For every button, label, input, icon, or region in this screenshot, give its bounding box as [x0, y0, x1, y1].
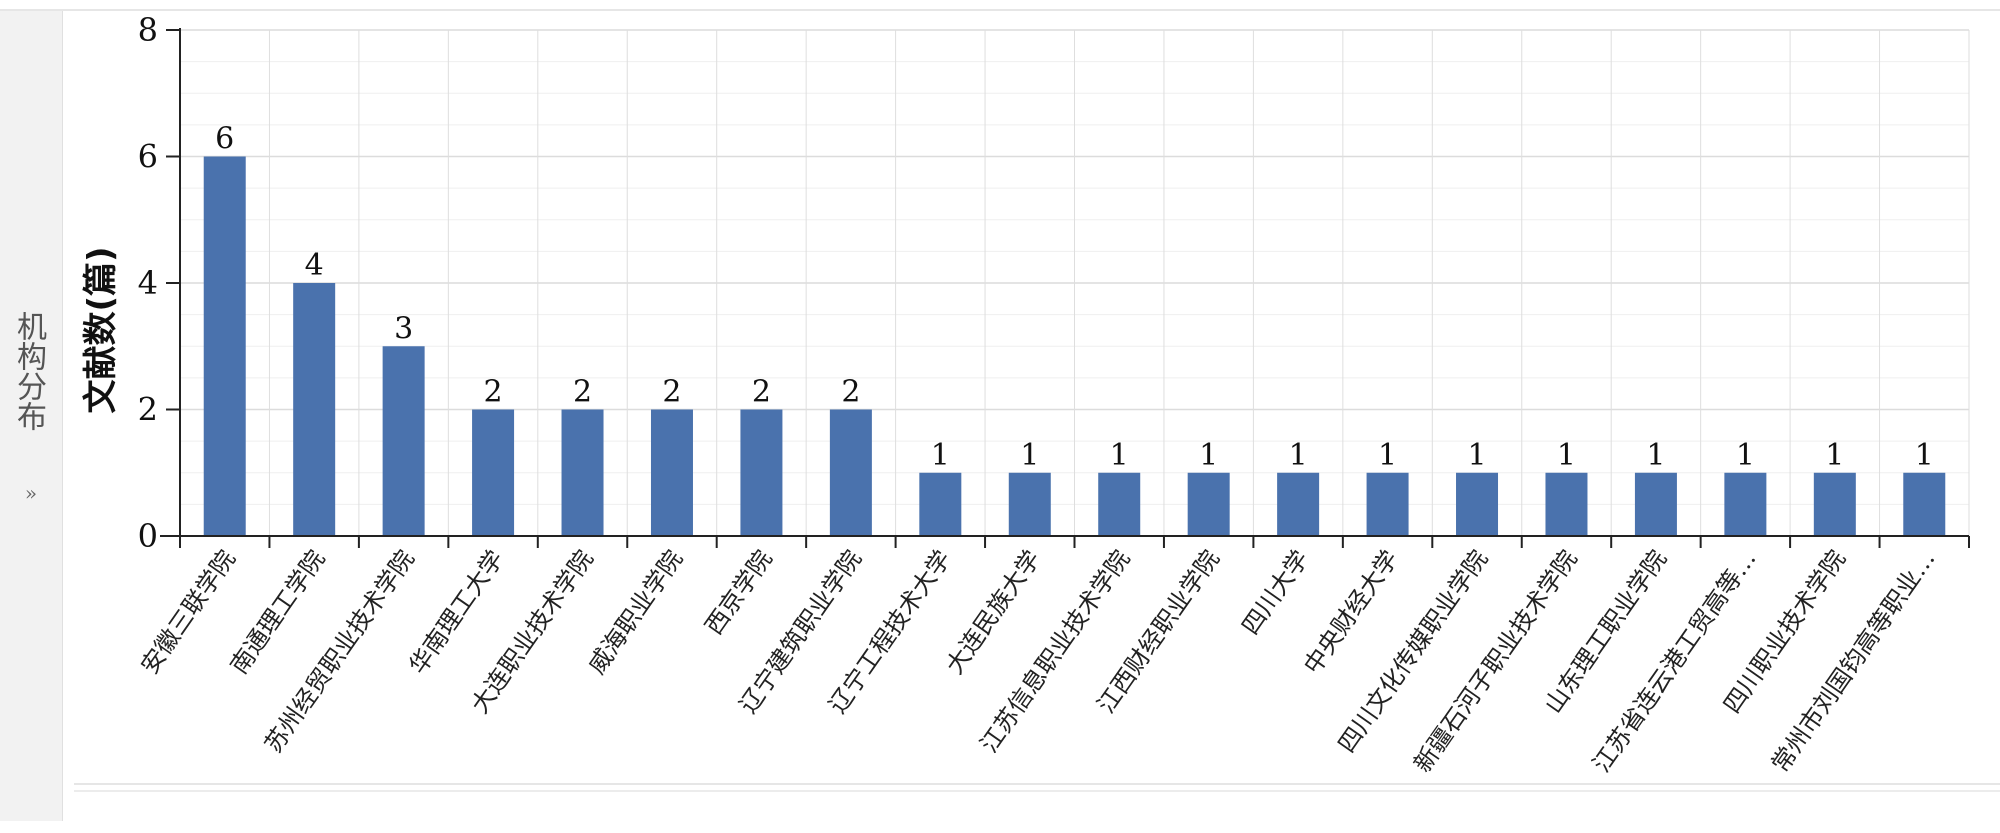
bar: [1456, 472, 1499, 536]
bar: [472, 409, 515, 536]
y-tick-label: 2: [138, 391, 158, 429]
x-tick-label: 新疆石河子职业技术学院: [1408, 545, 1582, 777]
x-tick-label: 常州市刘国钧高等职业…: [1766, 545, 1940, 777]
data-label: 1: [1289, 438, 1308, 473]
data-label: 2: [484, 375, 503, 410]
panel-title: 机构分布: [11, 311, 46, 431]
bottom-divider: [74, 783, 2000, 785]
x-tick-label: 威海职业学院: [583, 545, 689, 679]
bar: [919, 472, 962, 536]
data-label: 1: [1467, 438, 1486, 473]
data-label: 1: [1110, 438, 1129, 473]
data-label: 2: [573, 375, 592, 410]
grid: [180, 29, 1970, 536]
bar: [293, 283, 336, 536]
data-label: 1: [1199, 438, 1218, 473]
bars: 6 4 3 2 2 2 2 2 1 1 1 1 1 1 1 1 1 1 1 1: [203, 122, 1946, 536]
data-label: 1: [1825, 438, 1844, 473]
side-panel-toggle[interactable]: 机构分布 »: [0, 11, 63, 821]
bar: [740, 409, 783, 536]
y-tick-label: 0: [138, 517, 158, 555]
x-tick-label: 苏州经贸职业技术学院: [259, 545, 420, 758]
data-label: 1: [1646, 438, 1665, 473]
x-tick-label: 华南理工大学: [404, 545, 510, 679]
bar: [203, 156, 246, 536]
bar: [1545, 472, 1588, 536]
x-tick-label: 四川大学: [1236, 545, 1314, 640]
x-tick-label: 中央财经大学: [1298, 545, 1404, 679]
bar: [1008, 472, 1051, 536]
bar: [382, 346, 425, 536]
y-tick-label: 8: [138, 11, 158, 49]
top-divider: [0, 9, 2000, 11]
x-tick-label: 安徽三联学院: [135, 545, 241, 679]
bar: [829, 409, 872, 536]
x-tick-label: 江苏省连云港工贸高等…: [1587, 545, 1761, 777]
bar: [1277, 472, 1320, 536]
data-label: 6: [215, 122, 234, 157]
bar: [1724, 472, 1767, 536]
bar: [650, 409, 693, 536]
x-tick-label: 西京学院: [700, 545, 778, 640]
bar: [1098, 472, 1141, 536]
data-label: 1: [931, 438, 950, 473]
data-label: 1: [1557, 438, 1576, 473]
data-label: 2: [662, 375, 681, 410]
x-tick-label: 大连民族大学: [940, 545, 1046, 679]
y-tick-label: 6: [138, 138, 158, 176]
data-label: 3: [394, 311, 413, 346]
x-tick-label: 四川文化传媒职业学院: [1333, 545, 1494, 758]
bar: [1366, 472, 1409, 536]
bar: [1813, 472, 1856, 536]
data-label: 1: [1020, 438, 1039, 473]
data-label: 1: [1378, 438, 1397, 473]
x-tick-label: 南通理工学院: [225, 545, 331, 679]
expand-icon[interactable]: »: [24, 481, 38, 505]
x-tick-label: 江苏信息职业技术学院: [975, 545, 1136, 758]
y-axis-label: 文献数(篇): [81, 246, 121, 413]
bar: [1634, 472, 1677, 536]
bar: [1903, 472, 1946, 536]
data-label: 2: [841, 375, 860, 410]
data-label: 4: [305, 248, 324, 283]
bar: [561, 409, 604, 536]
data-label: 2: [752, 375, 771, 410]
data-label: 1: [1736, 438, 1755, 473]
bottom-divider-2: [74, 790, 2000, 792]
y-tick-label: 4: [138, 264, 158, 302]
bar: [1187, 472, 1230, 536]
data-label: 1: [1915, 438, 1934, 473]
